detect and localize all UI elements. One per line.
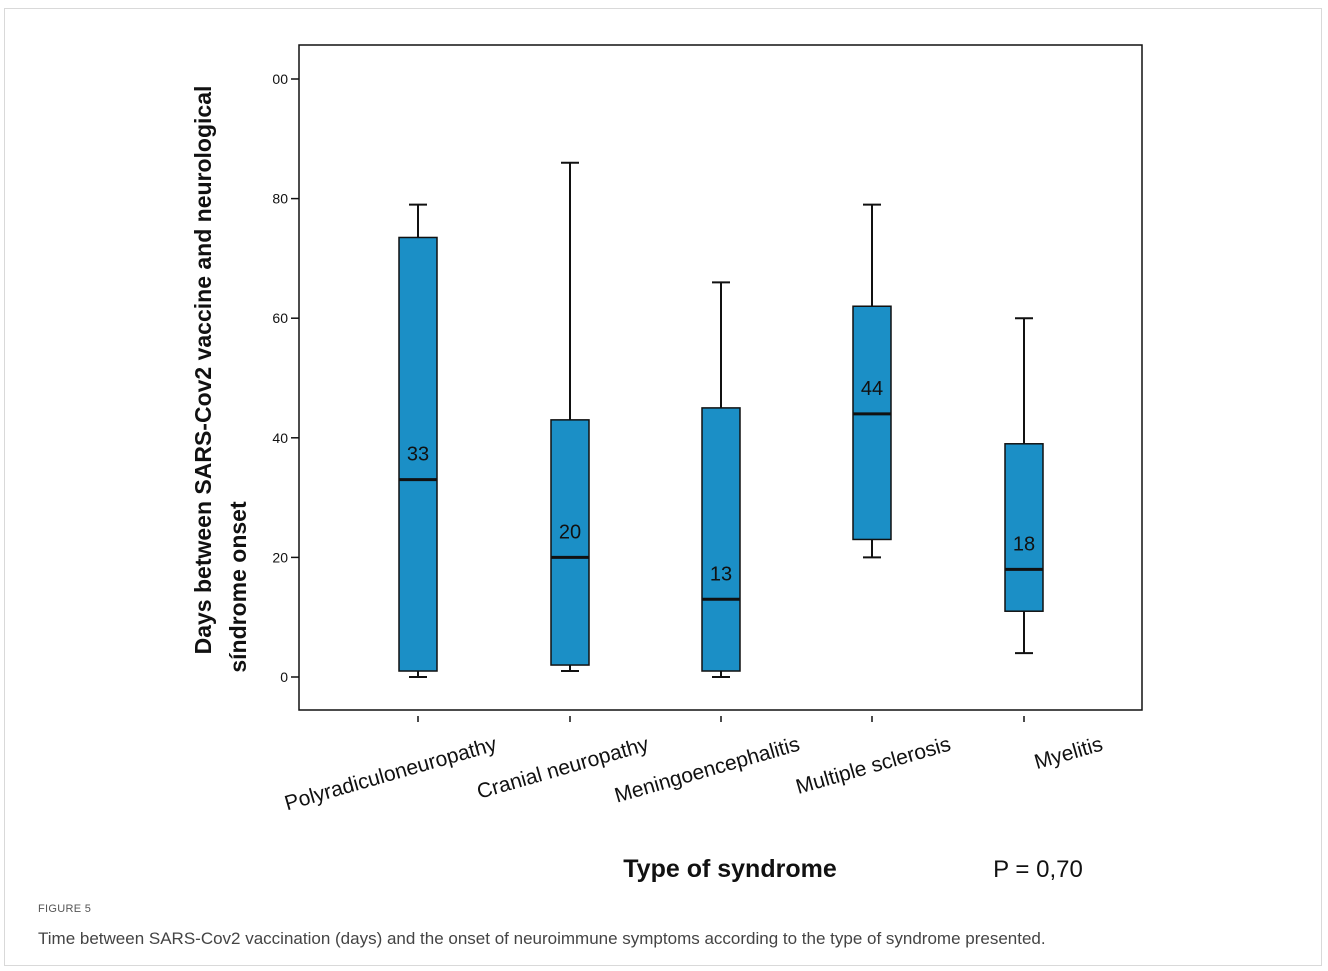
y-tick-label-60: 60: [272, 310, 288, 326]
box-1: 20: [550, 161, 590, 673]
median-label: 20: [559, 521, 581, 543]
box-2: 13: [701, 281, 741, 678]
box-3: 44: [852, 203, 892, 559]
boxes-group: 33 20 13 44 18: [398, 161, 1044, 678]
x-tick-label-4: Myelitis: [1032, 733, 1106, 774]
iqr-box: [550, 419, 590, 666]
y-tick-label-40: 40: [272, 430, 288, 446]
y-axis: 0 20 40 60 80 00: [272, 71, 299, 685]
y-tick-label-0: 0: [280, 669, 288, 685]
box-0: 33: [398, 203, 438, 678]
y-tick-label-100: 00: [272, 71, 288, 87]
median-label: 13: [710, 563, 732, 585]
median-label: 33: [407, 444, 429, 466]
figure-label: FIGURE 5: [38, 903, 92, 915]
boxplot-chart: 0 20 40 60 80 00 PolyradiculoneuropathyCrania…: [190, 44, 1143, 883]
median-label: 44: [861, 378, 883, 400]
y-tick-label-20: 20: [272, 549, 288, 565]
x-tick-label-3: Multiple sclerosis: [793, 733, 953, 799]
x-axis-label: Type of syndrome: [623, 855, 837, 883]
median-label: 18: [1013, 533, 1035, 555]
box-4: 18: [1004, 317, 1044, 655]
iqr-box: [701, 407, 741, 672]
p-value-annotation: P = 0,70: [993, 856, 1083, 883]
figure-frame: [4, 8, 1322, 966]
iqr-box: [852, 305, 892, 541]
x-tick-label-0: Polyradiculoneuropathy: [282, 733, 500, 816]
y-axis-label-line2: síndrome onset: [225, 501, 251, 673]
iqr-box: [398, 236, 438, 672]
figure-caption: Time between SARS-Cov2 vaccination (days…: [38, 929, 1046, 948]
y-axis-label-line1: Days between SARS-Cov2 vaccine and neuro…: [190, 86, 216, 655]
plot-area: [298, 44, 1143, 711]
y-tick-label-80: 80: [272, 191, 288, 207]
iqr-box: [1004, 443, 1044, 612]
